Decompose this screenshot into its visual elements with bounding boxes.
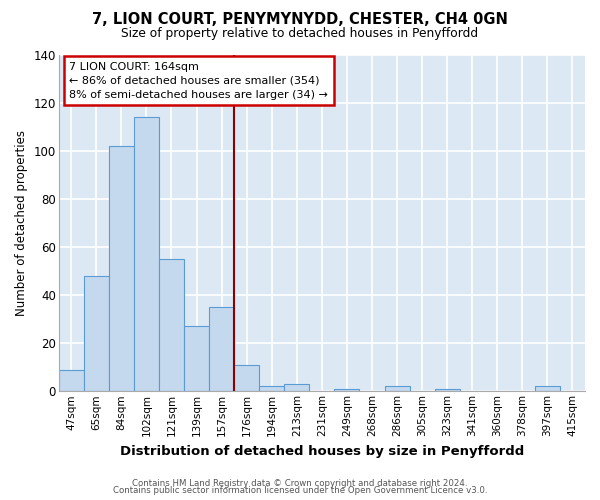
Bar xyxy=(109,146,134,392)
Bar xyxy=(209,307,234,392)
Bar xyxy=(434,389,460,392)
Bar xyxy=(159,259,184,392)
Bar xyxy=(535,386,560,392)
Bar xyxy=(385,386,410,392)
Bar xyxy=(134,118,159,392)
Bar xyxy=(184,326,209,392)
X-axis label: Distribution of detached houses by size in Penyffordd: Distribution of detached houses by size … xyxy=(120,444,524,458)
Bar xyxy=(234,365,259,392)
Bar xyxy=(284,384,310,392)
Text: 7 LION COURT: 164sqm
← 86% of detached houses are smaller (354)
8% of semi-detac: 7 LION COURT: 164sqm ← 86% of detached h… xyxy=(69,62,328,100)
Text: 7, LION COURT, PENYMYNYDD, CHESTER, CH4 0GN: 7, LION COURT, PENYMYNYDD, CHESTER, CH4 … xyxy=(92,12,508,28)
Bar xyxy=(59,370,84,392)
Bar xyxy=(334,389,359,392)
Text: Contains public sector information licensed under the Open Government Licence v3: Contains public sector information licen… xyxy=(113,486,487,495)
Bar xyxy=(84,276,109,392)
Text: Size of property relative to detached houses in Penyffordd: Size of property relative to detached ho… xyxy=(121,28,479,40)
Text: Contains HM Land Registry data © Crown copyright and database right 2024.: Contains HM Land Registry data © Crown c… xyxy=(132,478,468,488)
Bar xyxy=(259,386,284,392)
Y-axis label: Number of detached properties: Number of detached properties xyxy=(15,130,28,316)
